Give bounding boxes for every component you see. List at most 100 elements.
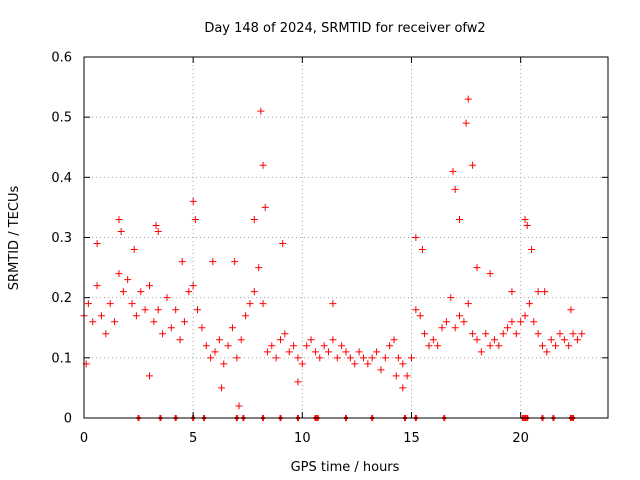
data-point <box>530 318 538 326</box>
data-point <box>447 294 455 302</box>
data-point <box>237 336 245 344</box>
spike-point <box>259 161 267 169</box>
spike-point <box>464 95 472 103</box>
data-point <box>508 318 516 326</box>
data-point <box>189 282 197 290</box>
spike-point <box>567 306 575 314</box>
spike-point <box>451 185 459 193</box>
data-point <box>84 300 92 308</box>
data-point <box>89 318 97 326</box>
data-point <box>281 330 289 338</box>
y-axis-label: SRMTID / TECUs <box>7 186 22 291</box>
data-point <box>198 324 206 332</box>
data-point <box>250 288 258 296</box>
data-point <box>368 354 376 362</box>
plot-frame <box>83 56 609 419</box>
spike-point <box>235 402 243 410</box>
data-point <box>521 312 529 320</box>
data-point <box>534 330 542 338</box>
spike-point <box>462 119 470 127</box>
data-point <box>512 330 520 338</box>
data-point <box>141 306 149 314</box>
data-point <box>547 336 555 344</box>
data-point <box>290 342 298 350</box>
data-point <box>456 312 464 320</box>
data-point <box>115 270 123 278</box>
x-axis-label: GPS time / hours <box>291 460 400 475</box>
spike-point <box>209 258 217 266</box>
data-point <box>381 354 389 362</box>
spike-point <box>294 378 302 386</box>
data-point <box>464 300 472 308</box>
spike-point <box>130 246 138 254</box>
data-point <box>207 354 215 362</box>
data-point <box>228 324 236 332</box>
data-point <box>338 342 346 350</box>
data-point <box>473 336 481 344</box>
spike-point <box>146 372 153 380</box>
data-point <box>194 306 202 314</box>
data-point <box>311 348 319 356</box>
x-tick-label: 10 <box>294 431 311 446</box>
data-point <box>176 336 184 344</box>
spike-point <box>279 240 287 248</box>
spike-point <box>534 288 542 296</box>
data-point <box>490 336 498 344</box>
spike-point <box>189 197 197 205</box>
data-point <box>242 312 250 320</box>
data-point <box>342 348 350 356</box>
y-tick-label: 0.5 <box>51 111 72 126</box>
data-point <box>560 336 568 344</box>
spike-point <box>178 258 186 266</box>
data-point <box>285 348 293 356</box>
data-point <box>180 318 188 326</box>
spike-point <box>115 215 123 223</box>
data-point <box>408 354 415 362</box>
data-point <box>477 348 485 356</box>
data-point <box>325 348 333 356</box>
data-point <box>434 342 442 350</box>
spike-point <box>261 203 269 211</box>
data-point <box>442 318 450 326</box>
spike-point <box>469 161 477 169</box>
spike-point <box>154 227 162 235</box>
data-point <box>307 336 315 344</box>
data-point <box>316 354 324 362</box>
data-point <box>154 306 162 314</box>
spike-point <box>392 372 400 380</box>
data-point <box>298 360 306 368</box>
data-points <box>80 95 586 410</box>
x-tick-label: 5 <box>189 431 197 446</box>
spike-point <box>456 215 464 223</box>
data-point <box>172 306 180 314</box>
data-point <box>255 264 263 272</box>
spike-point <box>329 300 337 308</box>
y-tick-label: 0.3 <box>51 231 72 246</box>
spike-point <box>486 270 494 278</box>
data-point <box>565 342 573 350</box>
x-tick-label: 15 <box>403 431 420 446</box>
data-point <box>495 342 503 350</box>
y-tick-label: 0.1 <box>51 351 72 366</box>
data-point <box>202 342 210 350</box>
data-point <box>259 300 267 308</box>
spike-point <box>412 234 420 241</box>
data-point <box>451 324 459 332</box>
spike-point <box>117 227 125 235</box>
data-point <box>277 336 284 344</box>
data-point <box>246 300 254 308</box>
spike-point <box>541 288 549 296</box>
data-point <box>517 318 525 326</box>
data-point <box>578 330 586 338</box>
data-point <box>364 360 372 368</box>
data-point <box>377 366 385 374</box>
spike-point <box>250 215 258 223</box>
data-point <box>132 312 140 320</box>
grid-lines <box>84 57 608 418</box>
data-point <box>539 342 546 350</box>
data-point <box>556 330 564 338</box>
data-point <box>294 354 302 362</box>
data-point <box>499 330 507 338</box>
data-point <box>329 336 337 344</box>
data-point <box>486 342 494 350</box>
